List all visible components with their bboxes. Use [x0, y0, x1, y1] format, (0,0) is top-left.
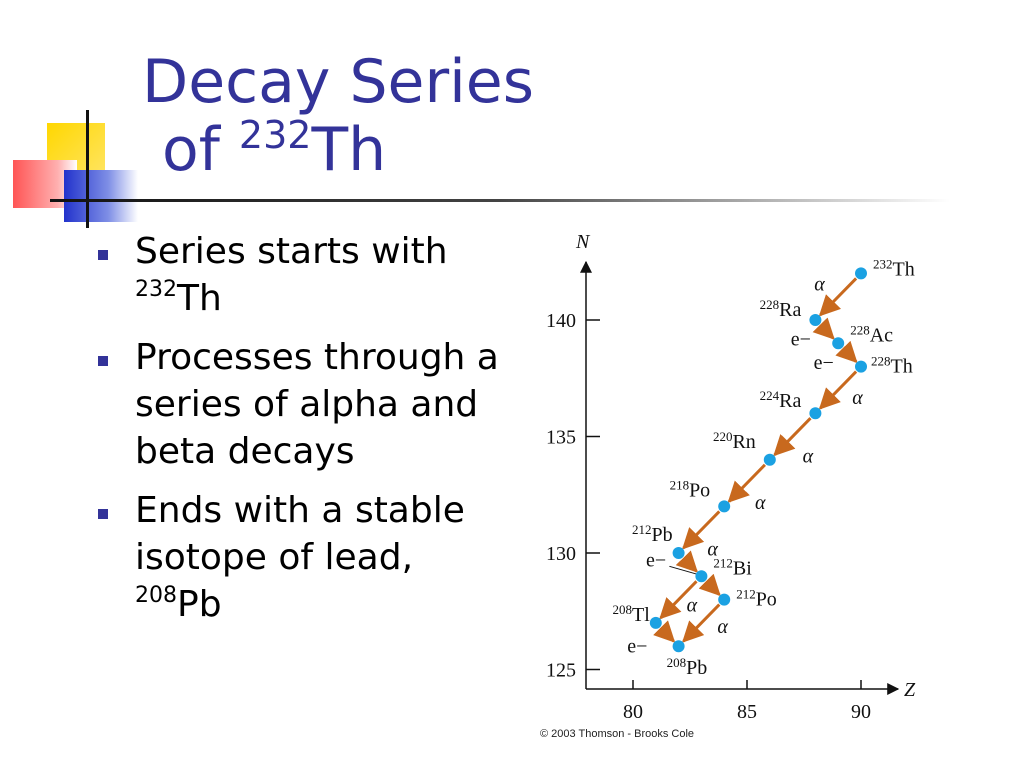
alpha-label: α — [707, 539, 718, 561]
y-tick-label: 130 — [546, 543, 576, 565]
decay-arrow-alpha — [818, 370, 858, 410]
alpha-label: α — [755, 492, 766, 514]
bullet-list: Series starts with 232Th Processes throu… — [95, 228, 515, 640]
axis-ticks: 80 85 90 125 130 135 140 — [546, 310, 871, 722]
nuclide-label: 212Bi — [713, 555, 752, 579]
y-tick-label: 135 — [546, 427, 576, 449]
decor-vertical-line — [86, 110, 89, 228]
nuclide-node-pb212 — [672, 547, 685, 559]
nuclide-node-po212 — [718, 593, 731, 606]
nuclide-node-po216 — [718, 500, 731, 513]
x-tick-label: 85 — [737, 701, 757, 722]
decay-arrow-alpha — [659, 580, 698, 620]
alpha-label: α — [687, 595, 698, 617]
alpha-label: α — [717, 616, 728, 638]
y-axis-label: N — [575, 231, 591, 253]
nuclide-label: 228Ac — [850, 322, 893, 346]
bullet-mass-number: 208 — [135, 583, 177, 608]
decay-arrow-beta — [835, 340, 858, 364]
bullet-item: Series starts with 232Th — [95, 228, 515, 322]
nuclide-node-ac228 — [832, 337, 845, 350]
y-tick-label: 125 — [546, 660, 576, 682]
nuclide-label: 218Po — [670, 477, 711, 501]
nuclide-label: 212Po — [736, 587, 777, 611]
decay-arrow-beta — [652, 620, 676, 643]
nuclide-label: 212Pb — [632, 522, 673, 546]
nuclide-label: 208Pb — [667, 655, 708, 679]
alpha-label: α — [852, 387, 863, 409]
copyright-notice: © 2003 Thomson - Brooks Cole — [540, 728, 695, 740]
bullet-item: Ends with a stable isotope of lead, 208P… — [95, 487, 515, 628]
nuclide-label: 228Ra — [760, 297, 802, 321]
x-tick-label: 90 — [851, 701, 871, 722]
nuclide-nodes — [649, 267, 867, 653]
beta-label: e− — [814, 352, 834, 374]
decor-blue-square — [64, 170, 138, 222]
bullet-mass-number: 232 — [135, 277, 177, 302]
title-line-2: of 232Th — [142, 116, 534, 184]
decay-arrow-beta — [675, 550, 698, 573]
title-prefix: of — [162, 115, 239, 185]
bullet-text: Ends with a stable isotope of lead, — [135, 490, 465, 578]
nuclide-label: 220Rn — [713, 429, 756, 453]
bullet-text: Series starts with — [135, 231, 448, 272]
bullet-square-icon — [98, 356, 108, 366]
nuclide-label: 232Th — [873, 256, 915, 280]
nuclide-node-th228 — [855, 360, 867, 373]
decay-arrow-beta — [812, 317, 835, 340]
beta-label: e− — [627, 636, 647, 658]
decay-arrow-alpha — [727, 463, 766, 503]
title-underline — [50, 199, 950, 202]
decay-arrow-alpha — [818, 277, 858, 317]
nuclide-node-pb208 — [672, 640, 685, 653]
nuclide-label: 208Tl — [613, 602, 651, 626]
alpha-label: α — [803, 446, 814, 468]
nuclide-node-ra224 — [809, 407, 822, 420]
title-element: Th — [311, 115, 387, 185]
bullet-element: Pb — [177, 584, 222, 625]
nuclide-node-th232 — [855, 267, 867, 280]
bullet-text: Processes through a series of alpha and … — [135, 337, 499, 472]
nuclide-node-ra228 — [809, 314, 822, 326]
x-tick-label: 80 — [623, 701, 643, 722]
nuclide-node-bi212 — [695, 570, 708, 583]
nuclide-node-rn220 — [763, 453, 776, 466]
bullet-square-icon — [98, 509, 108, 519]
decay-arrow-alpha — [682, 603, 721, 643]
title-mass-number: 232 — [238, 113, 312, 157]
slide-title: Decay Series of 232Th — [142, 48, 534, 184]
bullet-element: Th — [177, 278, 222, 319]
nuclide-label: 228Th — [871, 354, 913, 378]
beta-label: e− — [791, 329, 811, 351]
decay-arrow-alpha — [682, 510, 721, 550]
bullet-item: Processes through a series of alpha and … — [95, 334, 515, 475]
nuclide-label: 224Ra — [760, 388, 802, 412]
title-line-1: Decay Series — [142, 47, 534, 117]
beta-label: e− — [646, 550, 666, 572]
decay-arrow-beta — [698, 573, 721, 597]
decay-arrow-alpha — [773, 417, 812, 457]
nuclide-node-tl208 — [649, 616, 662, 629]
bullet-square-icon — [98, 250, 108, 260]
y-tick-label: 140 — [546, 310, 576, 332]
beta-label-connector — [669, 565, 698, 575]
x-axis-label: Z — [904, 679, 916, 701]
alpha-label: α — [814, 274, 825, 296]
